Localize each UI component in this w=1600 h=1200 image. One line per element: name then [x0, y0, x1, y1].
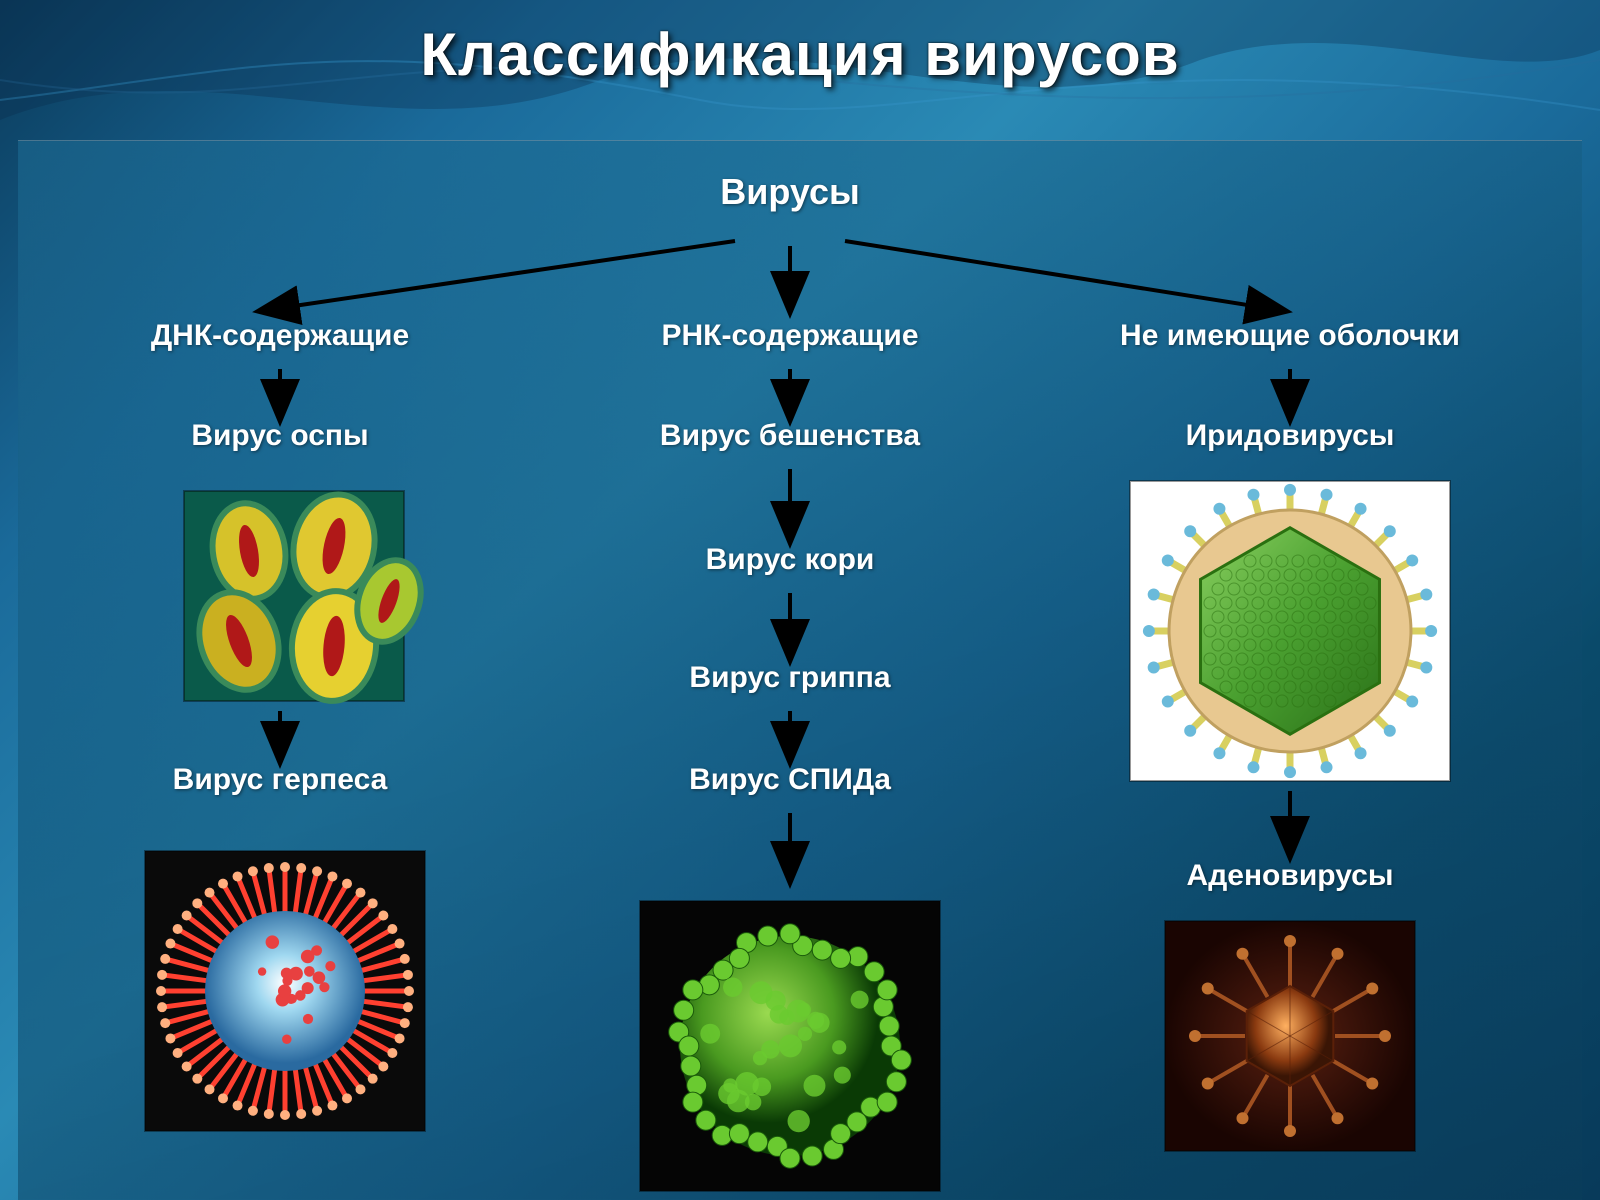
category-0: ДНК-содержащие — [151, 319, 409, 353]
category-2: Не имеющие оболочки — [1120, 319, 1460, 353]
example-label-1-1: Вирус бешенства — [660, 419, 920, 453]
example-label-1-5: Вирус гриппа — [689, 661, 890, 695]
example-label-1-7: Вирус СПИДа — [689, 763, 891, 797]
content-panel: Вирусы ДНК-содержащие Вирус оспы Вирус герп… — [18, 140, 1582, 1200]
example-label-1-3: Вирус кори — [706, 543, 875, 577]
slide-title: Классификация вирусов — [0, 20, 1600, 89]
example-label-0-1: Вирус оспы — [191, 419, 368, 453]
labels-layer: Вирусы ДНК-содержащие Вирус оспы Вирус герп… — [18, 141, 1582, 1200]
example-label-2-4: Аденовирусы — [1187, 859, 1394, 893]
category-1: РНК-содержащие — [661, 319, 918, 353]
root-node: Вирусы — [720, 171, 860, 213]
example-label-2-1: Иридовирусы — [1186, 419, 1395, 453]
example-label-0-4: Вирус герпеса — [173, 763, 388, 797]
